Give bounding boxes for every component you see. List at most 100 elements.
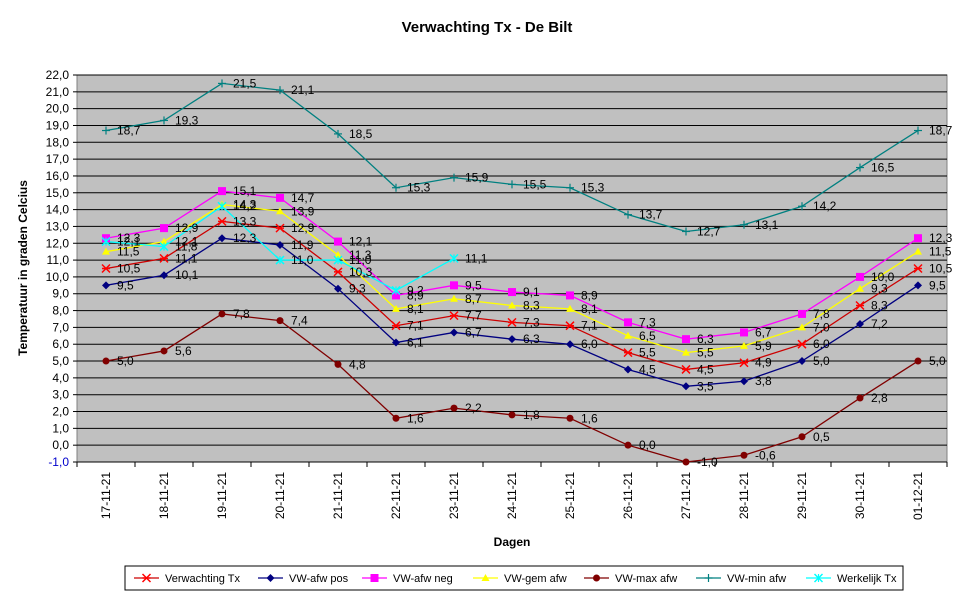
data-label: 10,5 — [117, 262, 141, 276]
data-label: 8,1 — [407, 302, 424, 316]
data-label: 6,0 — [581, 337, 598, 351]
data-point — [160, 237, 168, 245]
data-label: 5,9 — [755, 339, 772, 353]
data-label: 4,5 — [697, 362, 714, 376]
legend-item: VW-gem afw — [473, 573, 567, 585]
data-point — [856, 163, 864, 172]
data-label: 15,9 — [465, 171, 489, 185]
legend-item: VW-min afw — [696, 573, 786, 585]
y-axis-title: Temperatuur in graden Celcius — [16, 180, 30, 356]
data-label: 14,2 — [233, 199, 257, 213]
data-label: 12,9 — [291, 221, 315, 235]
data-label: 7,4 — [291, 314, 308, 328]
data-label: 5,5 — [639, 346, 656, 360]
data-point — [160, 116, 168, 125]
data-point — [481, 574, 490, 581]
data-label: 12,7 — [697, 224, 721, 238]
data-label: -0,6 — [755, 448, 776, 462]
data-point — [913, 263, 923, 274]
data-label: 8,3 — [523, 299, 540, 313]
data-label: 5,5 — [697, 346, 714, 360]
data-point — [217, 201, 227, 211]
data-label: 6,3 — [523, 332, 540, 346]
data-point — [914, 357, 922, 365]
data-label: 21,5 — [233, 76, 257, 90]
data-point — [159, 253, 169, 263]
data-point — [798, 202, 806, 211]
data-point — [160, 347, 168, 355]
data-label: 6,1 — [407, 336, 424, 350]
data-point — [682, 458, 690, 466]
data-label: 12,1 — [349, 235, 373, 249]
data-label: 12,1 — [175, 235, 199, 249]
data-point — [739, 358, 749, 368]
data-label: 11,5 — [929, 245, 952, 259]
x-tick-label: 25-11-21 — [563, 472, 577, 519]
data-point — [334, 360, 342, 368]
y-tick-label: 1,0 — [52, 421, 69, 435]
data-point — [102, 357, 110, 365]
data-label: 9,5 — [117, 278, 134, 292]
data-point — [159, 242, 169, 252]
data-label: 6,7 — [755, 325, 772, 339]
data-point — [566, 304, 574, 312]
plot-area — [76, 74, 948, 463]
data-point — [856, 320, 864, 329]
y-tick-label: 19,0 — [46, 118, 70, 132]
data-point — [449, 311, 459, 321]
data-label: 2,2 — [465, 401, 482, 415]
legend-item: VW-afw neg — [362, 573, 453, 585]
data-point — [624, 365, 632, 374]
data-label: 21,1 — [291, 83, 315, 97]
data-point — [141, 573, 152, 583]
data-point — [450, 281, 458, 290]
data-label: 18,7 — [929, 124, 953, 138]
data-point — [392, 304, 400, 312]
data-label: 8,1 — [581, 302, 598, 316]
data-label: 7,8 — [813, 307, 830, 321]
chart-title: Verwachting Tx - De Bilt — [402, 19, 573, 36]
data-label: 13,1 — [755, 218, 779, 232]
y-tick-label: 4,0 — [52, 371, 69, 385]
data-point — [102, 247, 110, 255]
data-point — [276, 317, 284, 325]
data-point — [391, 285, 401, 295]
legend-label: VW-afw pos — [289, 573, 349, 585]
y-tick-label: 13,0 — [46, 219, 70, 233]
data-point — [624, 210, 632, 219]
data-point — [856, 284, 864, 292]
data-point — [334, 251, 342, 259]
x-tick-label: 21-11-21 — [331, 472, 345, 519]
data-label: 18,7 — [117, 124, 141, 138]
y-tick-label: 11,0 — [47, 253, 70, 267]
data-label: 1,6 — [581, 411, 598, 425]
data-point — [276, 193, 284, 202]
data-label: 19,3 — [175, 113, 199, 127]
data-point — [740, 377, 748, 386]
data-point — [682, 382, 690, 391]
data-label: 0,5 — [813, 430, 830, 444]
data-point — [217, 216, 227, 226]
data-point — [508, 180, 516, 189]
data-point — [450, 328, 458, 337]
data-point — [855, 300, 865, 311]
data-label: -1,0 — [697, 455, 718, 469]
data-point — [508, 335, 516, 344]
data-label: 7,0 — [813, 320, 830, 334]
y-tick-label: 6,0 — [52, 337, 69, 351]
y-tick-label: 3,0 — [52, 388, 69, 402]
legend-label: VW-afw neg — [393, 573, 453, 585]
data-label: 10,1 — [175, 268, 199, 282]
data-label: 15,3 — [407, 181, 431, 195]
data-point — [856, 394, 864, 402]
y-tick-label: 0,0 — [52, 438, 69, 452]
data-label: 18,5 — [349, 127, 373, 141]
data-point — [856, 272, 864, 281]
data-label: 9,2 — [407, 283, 424, 297]
data-point — [276, 86, 284, 95]
x-tick-label: 24-11-21 — [505, 472, 519, 519]
y-tick-label: 7,0 — [52, 320, 69, 334]
y-tick-label: 22,0 — [46, 68, 70, 82]
data-label: 7,3 — [523, 315, 540, 329]
data-point — [333, 255, 343, 265]
